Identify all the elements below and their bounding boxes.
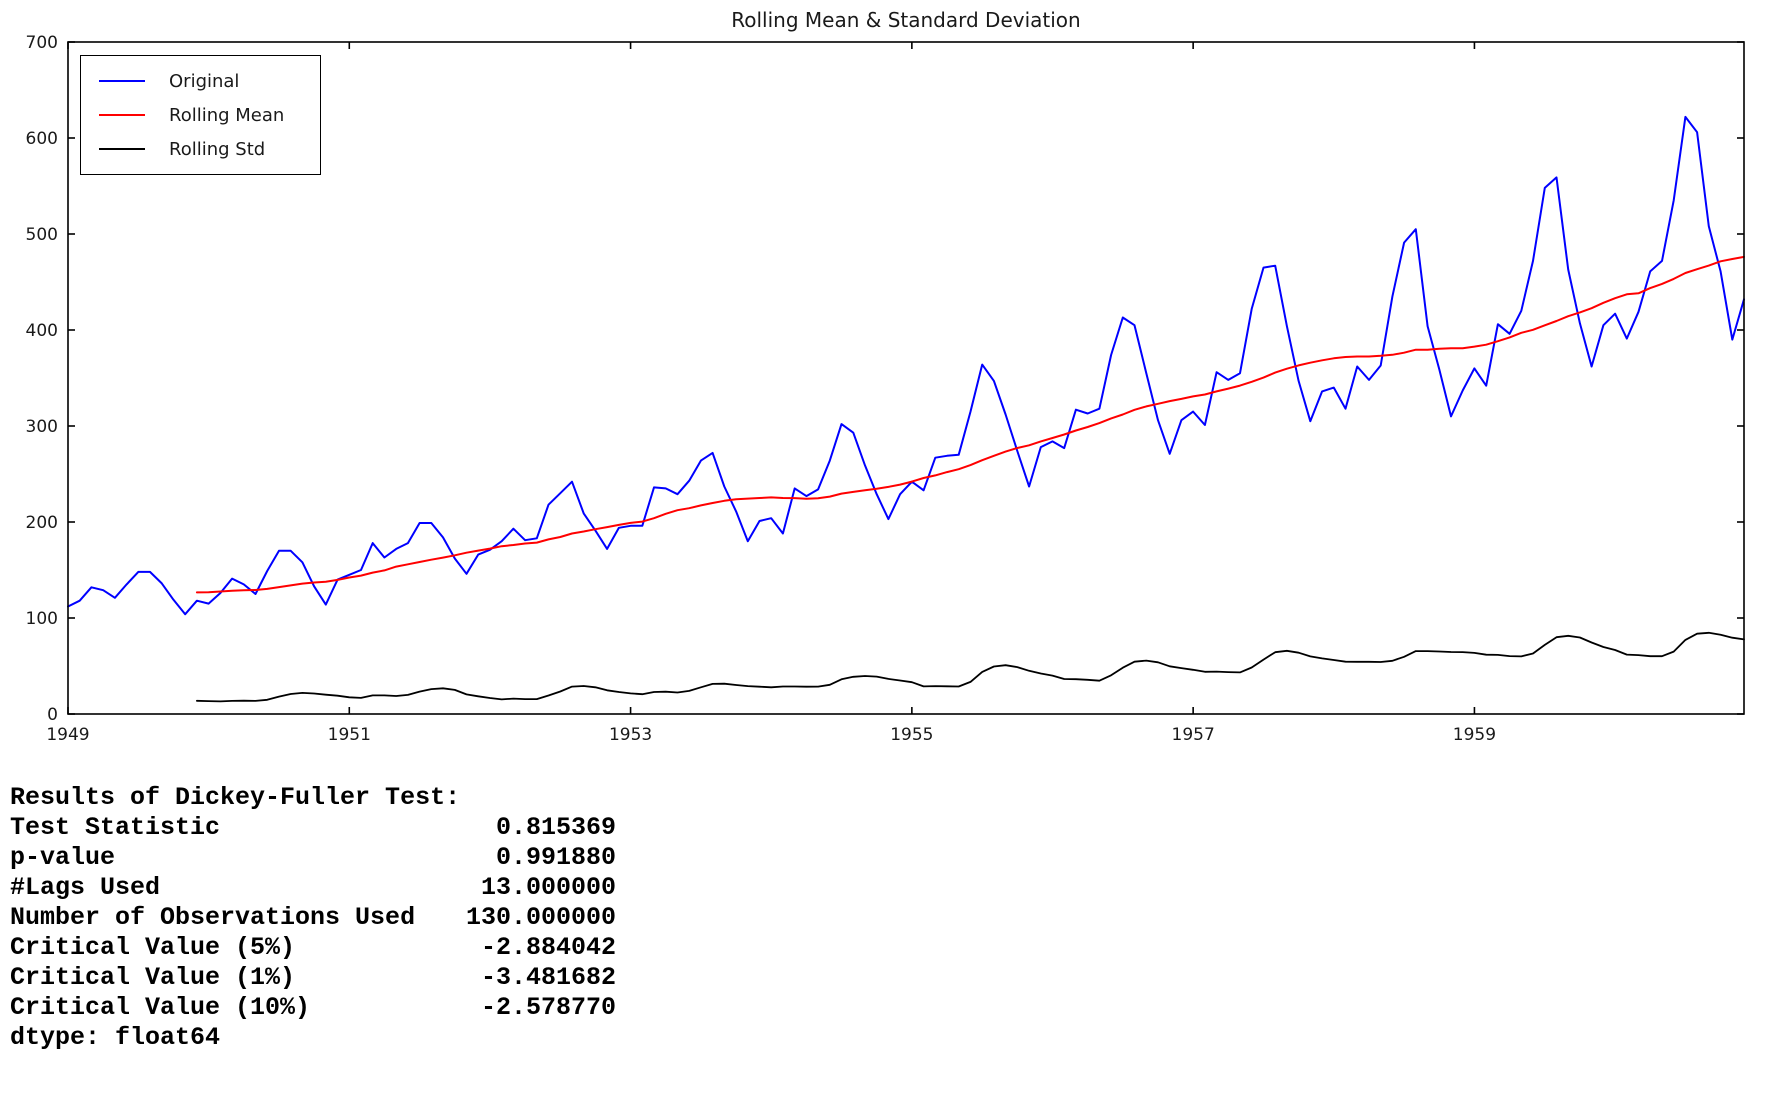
legend-label: Rolling Std	[169, 138, 266, 160]
df-row-label: p-value	[10, 843, 116, 872]
legend-label: Original	[169, 70, 240, 92]
df-result-row: Number of Observations Used 130.000000	[10, 903, 616, 933]
legend-line-icon	[99, 148, 145, 150]
df-header: Results of Dickey-Fuller Test:	[10, 783, 461, 812]
df-result-row: Critical Value (10%) -2.578770	[10, 993, 616, 1023]
x-axis-tick-label: 1949	[46, 725, 89, 745]
df-row-value: 0.815369	[495, 813, 616, 842]
df-result-row: #Lags Used 13.000000	[10, 873, 616, 903]
y-axis-tick-label: 700	[26, 33, 58, 53]
df-row-label: Critical Value (5%)	[10, 933, 296, 962]
y-axis-tick-label: 400	[26, 321, 58, 341]
x-axis-tick-label: 1957	[1172, 725, 1215, 745]
chart-title: Rolling Mean & Standard Deviation	[731, 8, 1081, 32]
y-axis-tick-label: 200	[26, 513, 58, 533]
series-original-line	[67, 115, 1745, 616]
legend-item-original: Original	[99, 64, 284, 98]
legend-line-icon	[99, 114, 145, 116]
df-row-label: #Lags Used	[10, 873, 161, 902]
df-row-value: 130.000000	[465, 903, 616, 932]
df-row-value: 0.991880	[495, 843, 616, 872]
y-axis-tick-label: 0	[47, 705, 58, 725]
df-row-value: 13.000000	[480, 873, 616, 902]
df-row-value: -2.578770	[480, 993, 616, 1022]
y-axis-tick-label: 500	[26, 225, 58, 245]
y-axis-tick-label: 600	[26, 129, 58, 149]
df-row-label: Critical Value (10%)	[10, 993, 311, 1022]
y-axis-tick-label: 300	[26, 417, 58, 437]
plot-area: 1949 1951 1953 1955 1957 1959 0 100 200 300 400 500…	[26, 33, 1745, 745]
legend-label: Rolling Mean	[169, 104, 285, 126]
df-row-label: Test Statistic	[10, 813, 221, 842]
df-result-row: Critical Value (1%) -3.481682	[10, 963, 616, 993]
df-row-value: -3.481682	[480, 963, 616, 992]
legend-item-rolling-std: Rolling Std	[99, 132, 284, 166]
df-result-row: p-value 0.991880	[10, 843, 616, 873]
x-axis-tick-label: 1959	[1453, 725, 1496, 745]
series-rolling-mean-line	[195, 255, 1745, 594]
chart: Rolling Mean & Standard Deviation 1949 19…	[26, 8, 1745, 745]
df-result-row: Critical Value (5%) -2.884042	[10, 933, 616, 963]
plot-frame	[67, 41, 1745, 715]
df-row-value: -2.884042	[480, 933, 616, 962]
series-rolling-std-line	[195, 631, 1745, 703]
x-axis-tick-label: 1951	[328, 725, 371, 745]
df-row-label: Critical Value (1%)	[10, 963, 296, 992]
df-footer: dtype: float64	[10, 1023, 221, 1052]
df-row-label: Number of Observations Used	[10, 903, 416, 932]
legend-item-rolling-mean: Rolling Mean	[99, 98, 284, 132]
legend: Original Rolling Mean Rolling Std	[80, 55, 322, 175]
x-axis-tick-label: 1955	[890, 725, 933, 745]
legend-line-icon	[99, 80, 145, 82]
dickey-fuller-results: Results of Dickey-Fuller Test: Test Stat…	[10, 783, 616, 1053]
y-axis-tick-label: 100	[26, 609, 58, 629]
df-result-row: Test Statistic 0.815369	[10, 813, 616, 843]
x-axis-tick-label: 1953	[609, 725, 652, 745]
